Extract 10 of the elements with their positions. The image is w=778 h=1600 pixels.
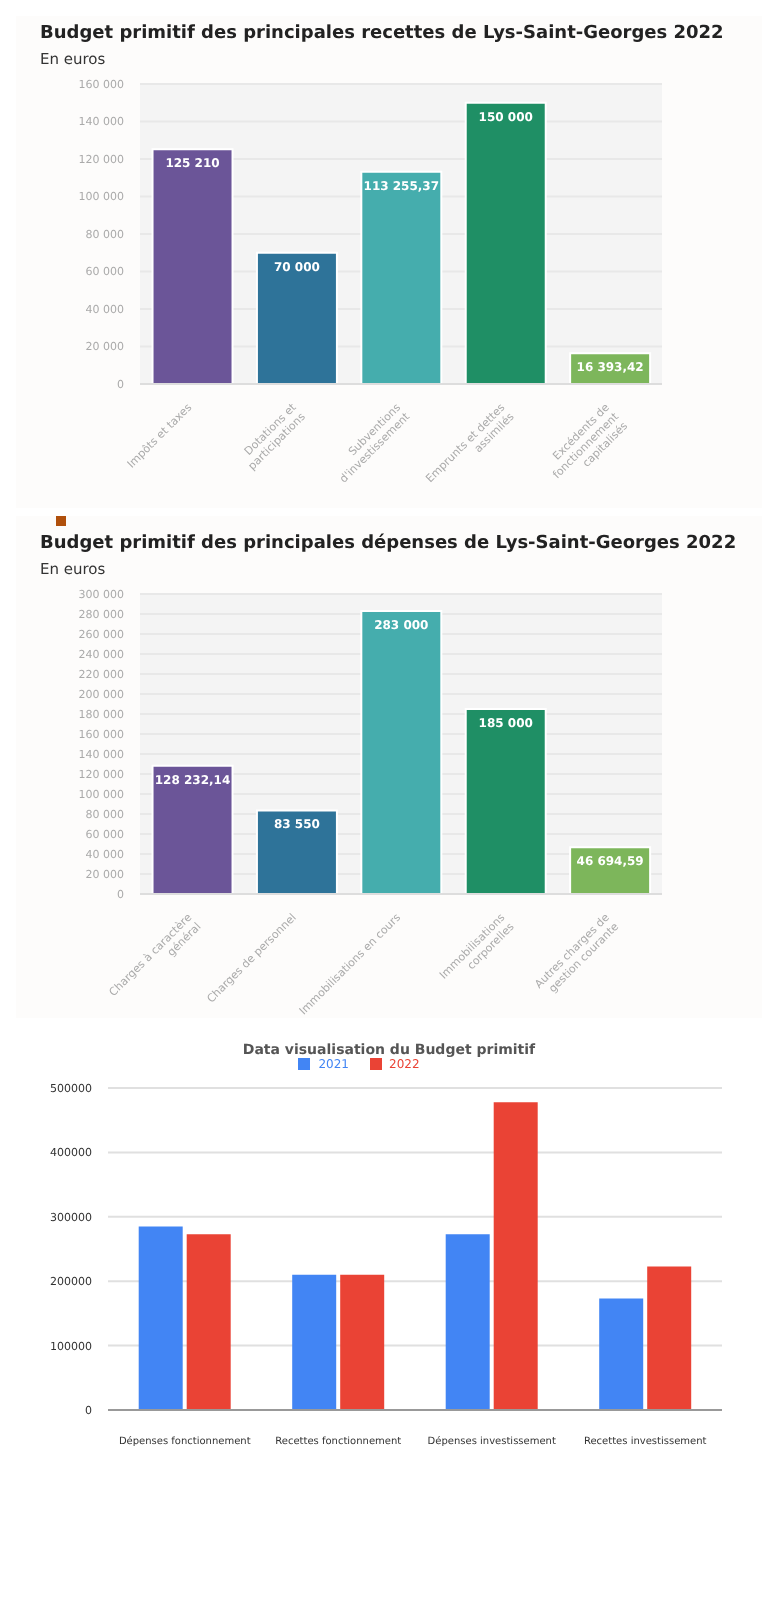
bar [445,1234,490,1410]
chart-title: Budget primitif des principales recettes de Lys-Saint-Georges 2022 [38,22,726,44]
bar [599,1298,644,1410]
bar [340,1274,385,1410]
bar [292,1274,337,1410]
bar [186,1234,231,1410]
bar [138,1226,183,1410]
chart-title: Budget primitif des principales dépenses de Lys-Saint-Georges 2022 [38,531,739,554]
bar [647,1266,692,1410]
bar [493,1102,538,1410]
